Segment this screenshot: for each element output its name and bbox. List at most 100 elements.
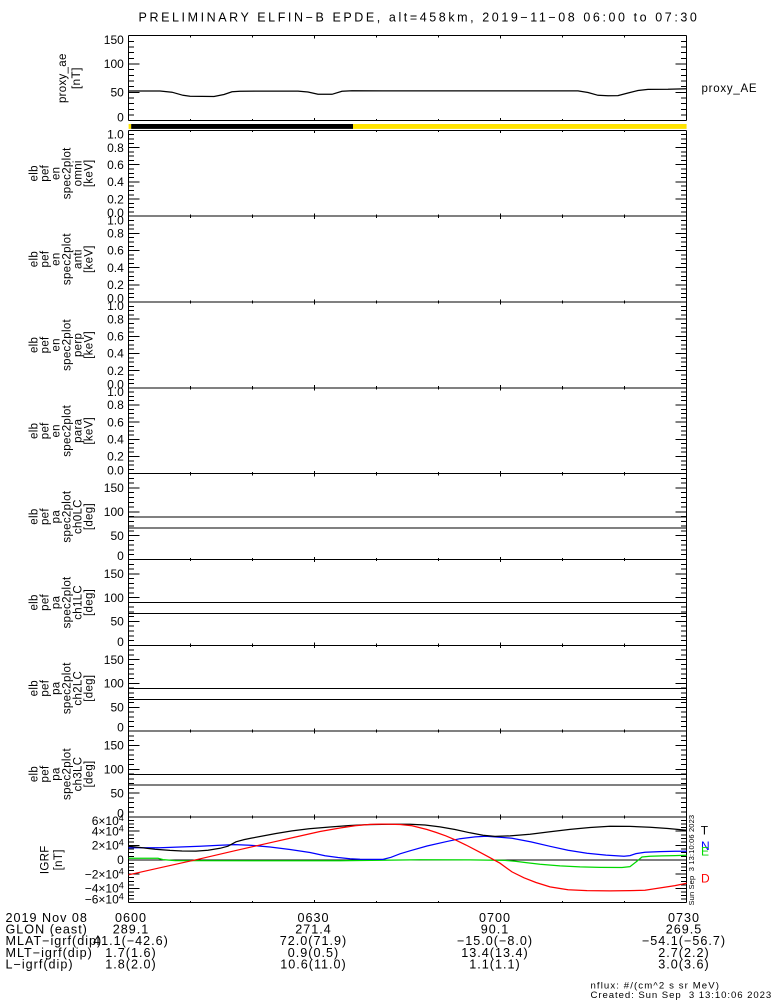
svg-text:0730: 0730 (668, 911, 700, 925)
svg-text:spec2plot: spec2plot (62, 404, 74, 456)
svg-text:0.6: 0.6 (107, 244, 124, 258)
svg-text:6×104: 6×104 (92, 813, 124, 828)
svg-text:1.8(2.0): 1.8(2.0) (105, 957, 156, 971)
svg-text:0.2: 0.2 (107, 364, 124, 378)
svg-text:0630: 0630 (297, 911, 329, 925)
svg-text:L−igrf(dip): L−igrf(dip) (6, 957, 74, 971)
svg-text:GLON (east): GLON (east) (6, 923, 88, 937)
svg-text:−6×104: −6×104 (85, 891, 124, 906)
svg-text:0.8: 0.8 (107, 398, 124, 412)
svg-text:ch3LC: ch3LC (73, 757, 85, 792)
svg-text:pa: pa (51, 767, 63, 781)
svg-text:0: 0 (117, 635, 124, 649)
svg-text:en: en (51, 167, 63, 180)
svg-text:[keV]: [keV] (84, 245, 96, 273)
svg-text:41.1(−42.6): 41.1(−42.6) (93, 934, 169, 948)
svg-text:0.8: 0.8 (107, 227, 124, 241)
svg-text:[deg]: [deg] (84, 503, 96, 530)
svg-text:100: 100 (104, 677, 124, 691)
svg-text:0: 0 (117, 853, 124, 867)
svg-text:ch1LC: ch1LC (73, 585, 85, 620)
svg-text:pef: pef (40, 336, 52, 353)
svg-text:E: E (701, 845, 709, 859)
svg-text:0.8: 0.8 (107, 312, 124, 326)
svg-text:0.2: 0.2 (107, 192, 124, 206)
svg-text:0.9(0.5): 0.9(0.5) (288, 946, 339, 960)
svg-text:ch0LC: ch0LC (73, 499, 85, 534)
svg-text:10.6(11.0): 10.6(11.0) (280, 957, 346, 971)
svg-text:150: 150 (104, 739, 124, 753)
svg-text:1.0: 1.0 (107, 128, 124, 142)
svg-text:−15.0(−8.0): −15.0(−8.0) (457, 934, 533, 948)
svg-text:0.4: 0.4 (107, 261, 124, 275)
svg-text:0.6: 0.6 (107, 158, 124, 172)
svg-text:spec2plot: spec2plot (62, 233, 74, 285)
svg-text:pef: pef (40, 422, 52, 439)
svg-text:spec2plot: spec2plot (62, 576, 74, 628)
svg-text:−2×104: −2×104 (85, 866, 124, 881)
svg-text:0.6: 0.6 (107, 330, 124, 344)
svg-text:269.5: 269.5 (666, 923, 703, 937)
svg-text:[nT]: [nT] (53, 849, 65, 870)
svg-text:2×104: 2×104 (92, 838, 124, 853)
svg-text:4×104: 4×104 (92, 823, 124, 838)
svg-text:−54.1(−56.7): −54.1(−56.7) (642, 934, 726, 948)
svg-text:72.0(71.9): 72.0(71.9) (280, 934, 347, 948)
svg-text:IGRF: IGRF (40, 845, 52, 874)
svg-text:elb: elb (29, 594, 41, 610)
svg-text:0700: 0700 (479, 911, 511, 925)
svg-text:1.7(1.6): 1.7(1.6) (105, 946, 156, 960)
svg-text:50: 50 (110, 615, 124, 629)
svg-text:0: 0 (117, 549, 124, 563)
svg-text:50: 50 (110, 701, 124, 715)
svg-text:pef: pef (40, 679, 52, 696)
svg-text:0.2: 0.2 (107, 278, 124, 292)
svg-text:spec2plot: spec2plot (62, 318, 74, 370)
svg-text:0.0: 0.0 (107, 206, 124, 220)
svg-text:0.6: 0.6 (107, 415, 124, 429)
svg-text:pef: pef (40, 164, 52, 181)
svg-text:elb: elb (29, 508, 41, 524)
svg-text:elb: elb (29, 766, 41, 782)
svg-text:90.1: 90.1 (481, 923, 510, 937)
svg-text:0.4: 0.4 (107, 433, 124, 447)
svg-text:MLAT−igrf(dip): MLAT−igrf(dip) (6, 934, 103, 948)
svg-text:100: 100 (104, 591, 124, 605)
svg-text:[deg]: [deg] (84, 589, 96, 616)
svg-text:1.0: 1.0 (107, 385, 124, 399)
svg-text:50: 50 (110, 86, 124, 100)
svg-text:150: 150 (104, 567, 124, 581)
svg-text:spec2plot: spec2plot (62, 662, 74, 714)
svg-text:PRELIMINARY ELFIN−B EPDE, alt=: PRELIMINARY ELFIN−B EPDE, alt=458km, 201… (139, 10, 700, 24)
svg-text:271.4: 271.4 (295, 923, 332, 937)
svg-text:0.2: 0.2 (107, 450, 124, 464)
svg-text:MLT−igrf(dip): MLT−igrf(dip) (6, 946, 93, 960)
svg-text:en: en (51, 424, 63, 437)
svg-text:100: 100 (104, 763, 124, 777)
svg-text:omni: omni (73, 160, 85, 186)
svg-text:spec2plot: spec2plot (62, 147, 74, 199)
svg-text:proxy_ae: proxy_ae (57, 53, 69, 103)
svg-text:289.1: 289.1 (113, 923, 150, 937)
svg-text:para: para (73, 418, 85, 443)
svg-text:3.0(3.6): 3.0(3.6) (658, 957, 709, 971)
svg-text:pa: pa (51, 510, 63, 524)
svg-text:50: 50 (110, 786, 124, 800)
svg-text:perp: perp (73, 333, 85, 357)
svg-text:13.4(13.4): 13.4(13.4) (461, 946, 528, 960)
svg-text:1.1(1.1): 1.1(1.1) (469, 957, 520, 971)
svg-text:50: 50 (110, 529, 124, 543)
svg-text:0.8: 0.8 (107, 141, 124, 155)
svg-text:150: 150 (104, 481, 124, 495)
svg-text:[keV]: [keV] (84, 331, 96, 359)
svg-text:Sun Sep 3 13:10:06 2023: Sun Sep 3 13:10:06 2023 (687, 815, 696, 906)
svg-text:0: 0 (117, 110, 124, 124)
svg-text:100: 100 (104, 57, 124, 71)
svg-text:elb: elb (29, 337, 41, 353)
svg-text:spec2plot: spec2plot (62, 490, 74, 542)
svg-text:D: D (701, 872, 710, 886)
svg-text:pef: pef (40, 593, 52, 610)
svg-text:Created: Sun Sep 3 13:10:06 2: Created: Sun Sep 3 13:10:06 2023 (591, 990, 773, 1000)
svg-text:[deg]: [deg] (84, 760, 96, 787)
svg-text:0.0: 0.0 (107, 378, 124, 392)
